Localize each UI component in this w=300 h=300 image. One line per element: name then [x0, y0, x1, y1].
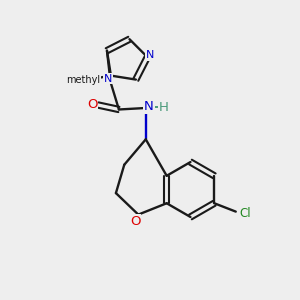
- Text: N: N: [104, 74, 112, 84]
- Text: O: O: [87, 98, 97, 111]
- Text: N: N: [146, 50, 154, 60]
- Text: Cl: Cl: [239, 207, 250, 220]
- Text: O: O: [130, 215, 141, 228]
- Text: methyl: methyl: [66, 74, 100, 85]
- Text: N: N: [144, 100, 154, 113]
- Text: H: H: [159, 101, 169, 114]
